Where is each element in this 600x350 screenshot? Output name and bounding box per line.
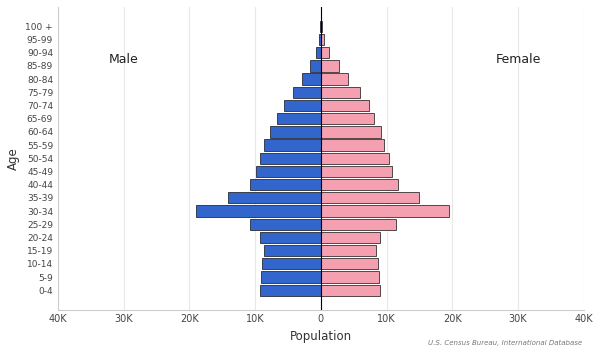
- Bar: [196, 205, 321, 217]
- Bar: [321, 179, 398, 190]
- Bar: [321, 60, 338, 71]
- Text: Male: Male: [109, 53, 139, 66]
- Bar: [265, 140, 321, 151]
- Bar: [321, 47, 329, 58]
- Bar: [321, 285, 380, 296]
- Bar: [310, 60, 321, 71]
- Bar: [277, 113, 321, 124]
- Bar: [321, 74, 348, 85]
- Bar: [321, 258, 378, 270]
- Bar: [321, 245, 376, 256]
- Bar: [321, 272, 379, 283]
- Bar: [227, 192, 321, 203]
- Bar: [250, 219, 321, 230]
- Bar: [321, 100, 369, 111]
- Bar: [260, 285, 321, 296]
- Bar: [321, 205, 449, 217]
- Text: Female: Female: [496, 53, 541, 66]
- Bar: [293, 87, 321, 98]
- Bar: [269, 126, 321, 138]
- Bar: [321, 34, 323, 45]
- Bar: [316, 47, 321, 58]
- X-axis label: Population: Population: [290, 330, 352, 343]
- Bar: [321, 192, 419, 203]
- Y-axis label: Age: Age: [7, 147, 20, 170]
- Bar: [265, 245, 321, 256]
- Bar: [260, 153, 321, 164]
- Bar: [260, 232, 321, 243]
- Bar: [321, 113, 374, 124]
- Text: U.S. Census Bureau, International Database: U.S. Census Bureau, International Databa…: [428, 341, 582, 346]
- Bar: [321, 87, 359, 98]
- Bar: [250, 179, 321, 190]
- Bar: [321, 232, 380, 243]
- Bar: [302, 74, 321, 85]
- Bar: [321, 153, 389, 164]
- Bar: [261, 272, 321, 283]
- Bar: [262, 258, 321, 270]
- Bar: [321, 166, 392, 177]
- Bar: [319, 34, 321, 45]
- Bar: [321, 126, 380, 138]
- Bar: [321, 219, 397, 230]
- Bar: [321, 140, 384, 151]
- Bar: [284, 100, 321, 111]
- Bar: [256, 166, 321, 177]
- Bar: [321, 21, 322, 32]
